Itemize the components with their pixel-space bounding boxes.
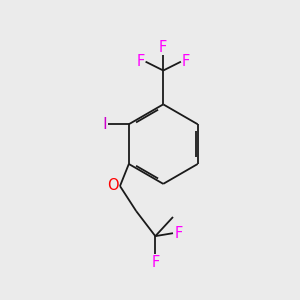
Text: F: F xyxy=(174,226,182,241)
Text: F: F xyxy=(182,54,190,69)
Text: F: F xyxy=(159,40,167,55)
Text: O: O xyxy=(107,178,118,193)
Text: F: F xyxy=(136,54,144,69)
Text: F: F xyxy=(151,255,160,270)
Text: I: I xyxy=(102,117,107,132)
